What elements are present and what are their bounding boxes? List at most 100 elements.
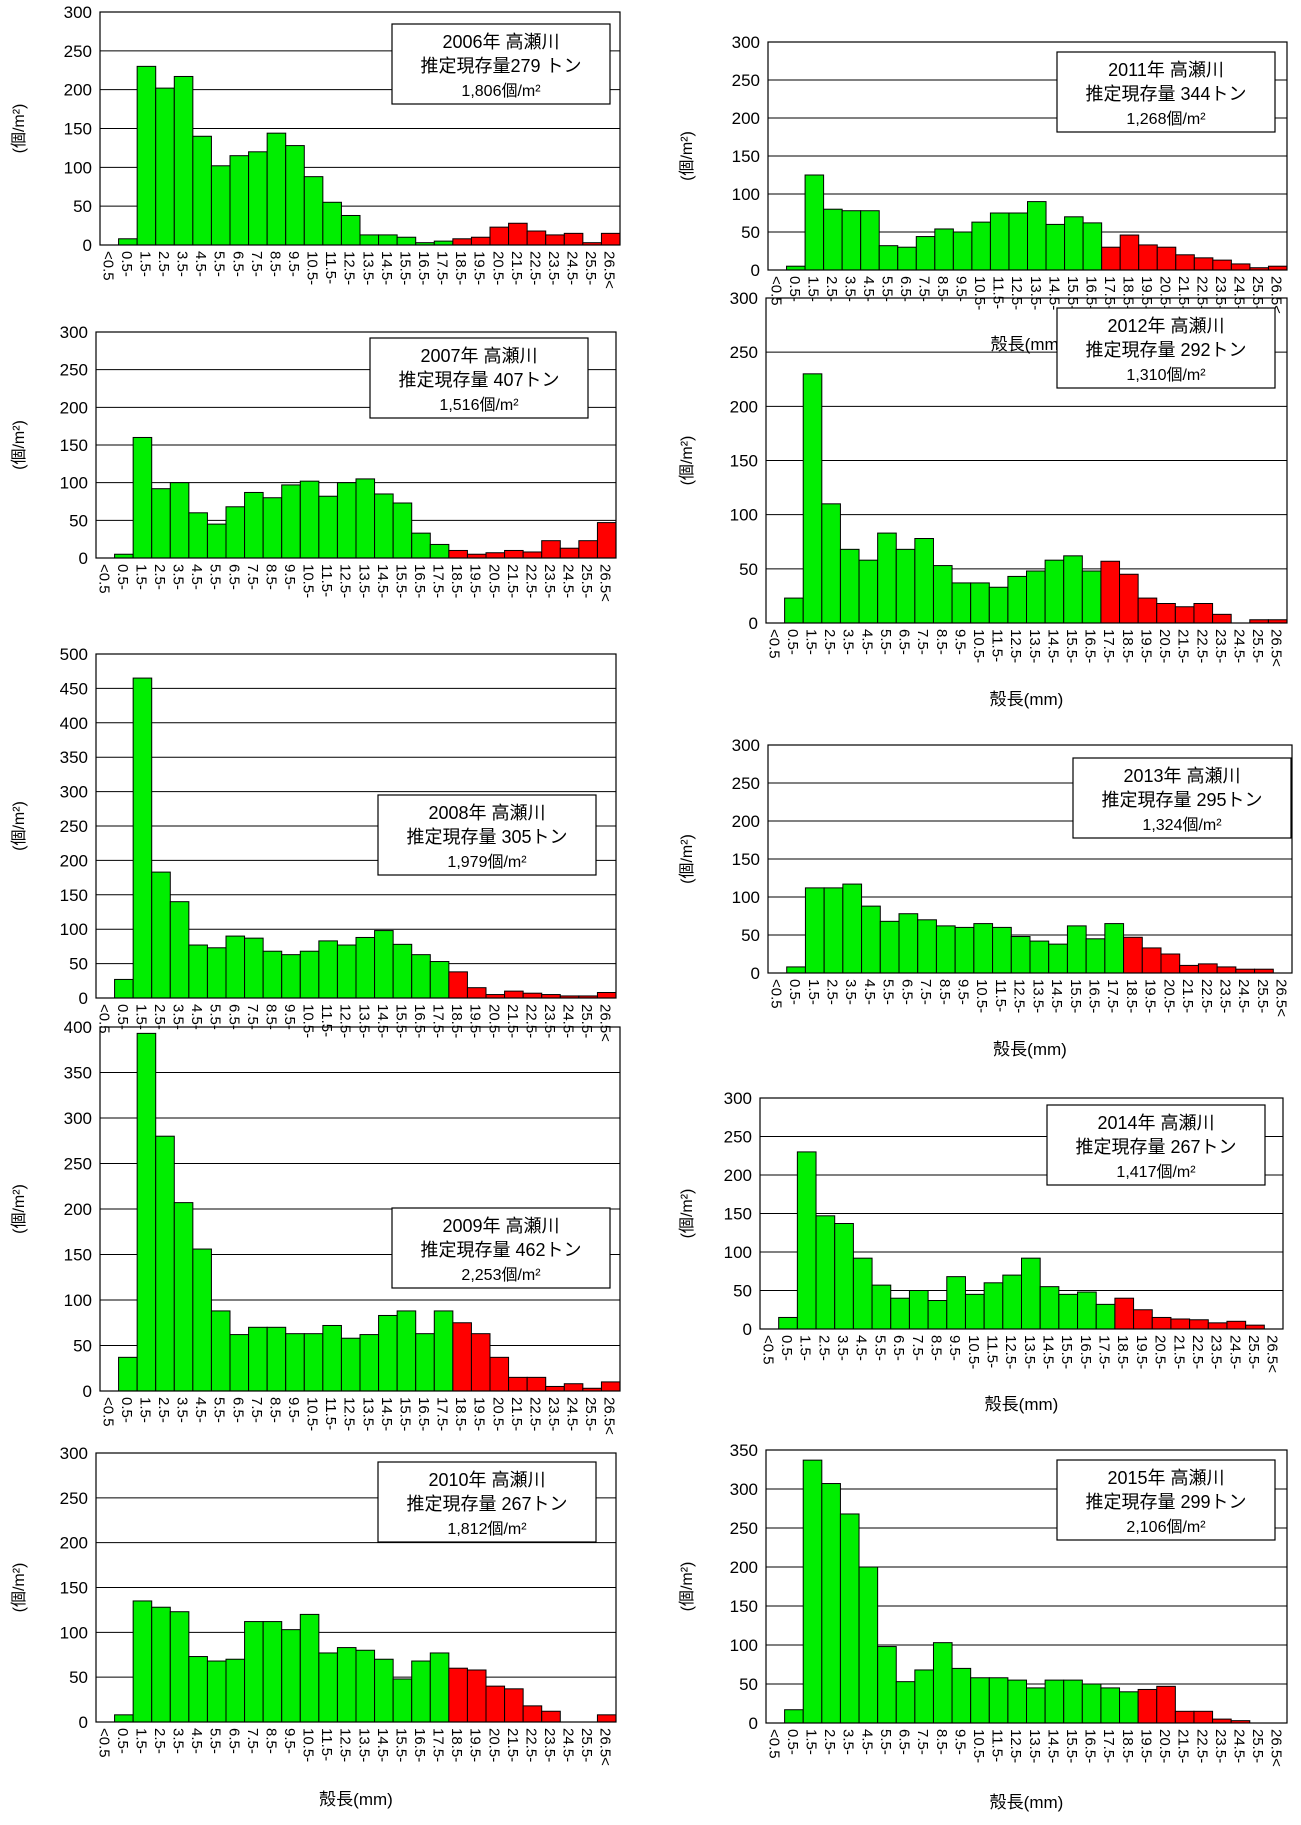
bar: [1123, 936, 1143, 974]
bar: [1045, 223, 1066, 271]
bar: [285, 145, 305, 246]
legend-box: [1056, 307, 1276, 389]
x-tick-label: 8.5-: [266, 251, 283, 277]
x-tick-label: 14.5-: [374, 1004, 391, 1038]
x-tick-label: 20.5-: [489, 1397, 506, 1431]
bar: [485, 1685, 506, 1723]
y-tick-label: 200: [60, 398, 88, 417]
y-tick-label: 100: [724, 1243, 752, 1262]
bar: [1081, 570, 1102, 624]
x-tick-label: 2.5-: [155, 251, 172, 277]
x-tick-label: 16.5-: [411, 564, 428, 598]
legend-line-1: 推定現存量 305トン: [406, 827, 567, 847]
x-tick-label: 1.5-: [805, 979, 822, 1005]
bar: [784, 597, 804, 624]
x-tick-label: 21.5-: [1179, 979, 1196, 1013]
bar: [559, 547, 580, 559]
x-tick-label: 9.5-: [953, 276, 970, 302]
x-tick-label: 25.5-: [1249, 1729, 1266, 1763]
legend-line-1: 推定現存量 292トン: [1085, 340, 1246, 360]
x-tick-label: 1.5-: [136, 1397, 153, 1423]
y-tick-label: 150: [732, 850, 760, 869]
y-tick-label: 0: [83, 1382, 92, 1401]
x-tick-label: 7.5-: [917, 979, 934, 1005]
bar: [340, 1337, 361, 1392]
x-tick-label: 6.5-: [229, 1397, 246, 1423]
y-tick-label: 250: [64, 42, 92, 61]
legend-line-1: 推定現存量 407トン: [398, 370, 559, 390]
x-tick-label: 2.5-: [821, 629, 838, 655]
x-tick-label: 10.5-: [970, 629, 987, 663]
bar: [796, 1151, 817, 1330]
x-tick-label: 17.5-: [1096, 1335, 1113, 1369]
x-tick-label: 19.5-: [467, 1728, 484, 1762]
bar: [299, 480, 320, 559]
bar: [396, 236, 417, 246]
x-tick-label: 5.5-: [877, 1729, 894, 1755]
x-tick-label: 19.5-: [1138, 276, 1155, 310]
x-tick-label: 10.5-: [300, 1728, 317, 1762]
bar: [1119, 1691, 1139, 1724]
x-tick-label: 12.5-: [1007, 629, 1024, 663]
bar: [411, 532, 431, 559]
legend-line-1: 推定現存量 462トン: [420, 1240, 581, 1260]
x-tick-label: 14.5-: [1044, 629, 1061, 663]
legend-line-0: 2009年 高瀬川: [442, 1216, 559, 1236]
x-tick-label: 14.5-: [378, 251, 395, 285]
x-tick-label: 6.5-: [225, 564, 242, 590]
bar: [988, 1677, 1009, 1724]
bar: [378, 1314, 398, 1392]
x-tick-label: 2.5-: [155, 1397, 172, 1423]
bar: [951, 582, 972, 624]
bar: [578, 540, 598, 559]
legend-box: [1072, 757, 1292, 839]
bar: [860, 210, 880, 271]
x-tick-label: 0.5-: [118, 1397, 135, 1423]
x-tick-label: 20.5-: [485, 1728, 502, 1762]
bar: [244, 937, 264, 999]
x-tick-label: 21.5-: [508, 251, 525, 285]
x-tick-label: 3.5-: [840, 629, 857, 655]
y-tick-label: 300: [732, 736, 760, 755]
x-tick-label: 9.5-: [951, 1729, 968, 1755]
y-tick-label: 200: [60, 1534, 88, 1553]
bar: [206, 947, 227, 999]
x-tick-label: 26.5<: [597, 1728, 614, 1766]
bar: [522, 1705, 543, 1723]
x-tick-label: 18.5-: [1119, 276, 1136, 310]
bar: [374, 930, 394, 999]
y-tick-label: 500: [60, 645, 88, 664]
x-tick-label: 15.5-: [396, 251, 413, 285]
x-tick-label: 20.5-: [1156, 629, 1173, 663]
x-tick-label: 23.5-: [1212, 276, 1229, 310]
plot-frame: [765, 1449, 1288, 1724]
x-tick-label: 17.5-: [1100, 629, 1117, 663]
x-tick-label: 15.5-: [1058, 1335, 1075, 1369]
bar: [429, 1652, 450, 1723]
chart-4: 0 50 100 150 200 250 300 350 400 450 500 <0.5 0.5- 1.…: [10, 645, 617, 1042]
bar: [136, 1032, 157, 1392]
bar: [281, 1629, 301, 1723]
bar: [1156, 1685, 1176, 1724]
x-tick-label: 16.5-: [415, 251, 432, 285]
plot-frame: [95, 653, 617, 999]
bar: [934, 228, 954, 271]
y-tick-label: 100: [60, 474, 88, 493]
x-tick-label: 16.5-: [411, 1728, 428, 1762]
x-tick-label: 10.5-: [971, 276, 988, 310]
legend-line-1: 推定現存量 299トン: [1085, 1492, 1246, 1512]
bar: [915, 236, 936, 271]
x-tick-label: 13.5-: [359, 1397, 376, 1431]
bar: [206, 1660, 227, 1723]
bar: [1141, 947, 1162, 974]
bar: [823, 208, 843, 271]
x-tick-label: 1.5-: [804, 276, 821, 302]
x-tick-label: 14.5-: [1044, 1729, 1061, 1763]
x-tick-label: 3.5-: [174, 1397, 191, 1423]
x-tick-label: 22.5-: [1193, 629, 1210, 663]
bar: [132, 436, 153, 559]
plot-frame: [759, 1097, 1284, 1330]
y-tick-label: 150: [60, 1579, 88, 1598]
x-tick-label: 23.5-: [1212, 629, 1229, 663]
x-tick-label: 7.5-: [248, 1397, 265, 1423]
